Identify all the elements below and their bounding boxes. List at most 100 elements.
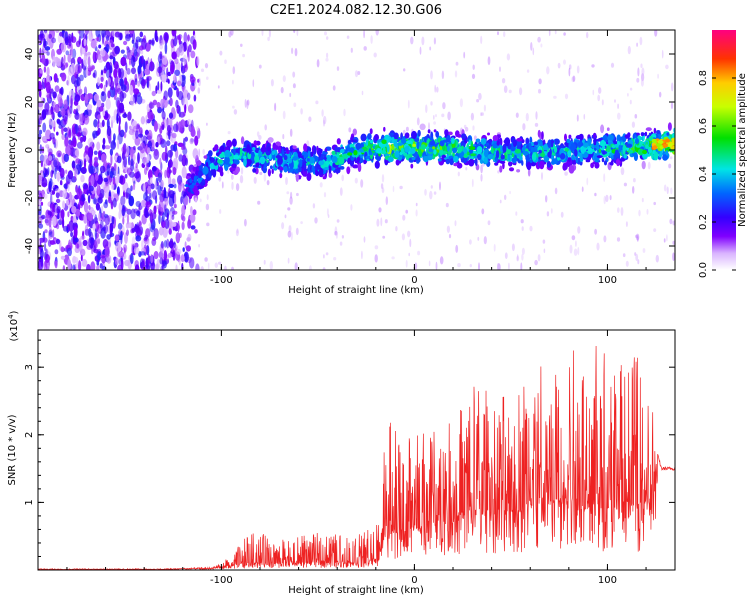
noise-cell: [55, 191, 60, 199]
ridge-cell: [318, 160, 325, 166]
noise-cell: [133, 88, 140, 95]
noise-cell: [107, 77, 111, 87]
ridge-cell: [295, 173, 299, 182]
noise-cell: [133, 49, 138, 57]
noise-cell: [146, 238, 150, 246]
noise-cell: [324, 31, 327, 36]
noise-cell: [127, 111, 132, 121]
noise-cell: [520, 219, 524, 224]
noise-cell: [294, 48, 298, 57]
noise-cell: [374, 245, 379, 250]
noise-cell: [553, 95, 557, 99]
noise-cell: [672, 252, 675, 261]
ridge-cell: [644, 131, 648, 137]
noise-cell: [497, 263, 501, 270]
noise-cell: [376, 218, 380, 227]
ridge-cell: [306, 172, 312, 181]
noise-cell: [521, 226, 524, 231]
noise-cell: [410, 36, 414, 45]
ridge-cell: [651, 138, 657, 143]
noise-cell: [39, 69, 43, 74]
noise-cell: [137, 152, 140, 164]
noise-cell: [64, 116, 68, 125]
ridge-cell: [233, 154, 240, 160]
noise-cell: [594, 228, 597, 235]
noise-cell: [181, 204, 186, 217]
noise-cell: [499, 199, 502, 204]
noise-cell: [258, 135, 262, 140]
noise-cell: [550, 208, 553, 214]
noise-cell: [179, 232, 182, 238]
noise-cell: [67, 53, 72, 63]
ridge-cell: [393, 139, 398, 148]
ridge-cell: [502, 143, 507, 153]
noise-cell: [399, 185, 403, 190]
ridge-cell: [215, 152, 220, 157]
noise-cell: [415, 202, 418, 207]
noise-cell: [69, 143, 74, 150]
noise-cell: [433, 115, 435, 120]
spectrogram-marks: [38, 30, 675, 270]
noise-cell: [70, 231, 74, 238]
noise-cell: [55, 188, 61, 194]
noise-cell: [380, 183, 384, 190]
noise-cell: [166, 190, 169, 198]
noise-cell: [49, 177, 53, 188]
noise-cell: [104, 246, 110, 258]
noise-cell: [115, 257, 119, 266]
ridge-cell: [318, 150, 321, 158]
noise-cell: [261, 30, 264, 36]
noise-cell: [71, 74, 76, 85]
noise-cell: [361, 250, 363, 260]
ridge-cell: [567, 156, 572, 162]
noise-cell: [469, 239, 472, 245]
noise-cell: [41, 177, 48, 188]
ridge-cell: [570, 143, 577, 152]
colorbar-label: Normalized spectral amplitude: [737, 73, 748, 227]
noise-cell: [232, 105, 235, 109]
noise-cell: [391, 256, 395, 260]
noise-cell: [232, 79, 234, 85]
noise-cell: [99, 165, 106, 174]
ridge-cell: [367, 133, 372, 140]
noise-cell: [98, 44, 102, 49]
noise-cell: [334, 226, 338, 235]
noise-cell: [171, 214, 175, 220]
noise-cell: [189, 257, 195, 269]
noise-cell: [93, 217, 99, 224]
noise-cell: [116, 105, 122, 117]
ridge-cell: [469, 146, 476, 151]
noise-cell: [586, 31, 589, 39]
noise-cell: [131, 67, 136, 75]
noise-cell: [629, 87, 633, 91]
ridge-cell: [537, 129, 541, 138]
noise-cell: [646, 208, 649, 215]
noise-cell: [145, 187, 148, 197]
noise-cell: [293, 102, 297, 108]
noise-cell: [47, 210, 52, 215]
ridge-cell: [352, 139, 358, 143]
noise-cell: [139, 251, 146, 256]
noise-cell: [168, 159, 173, 168]
noise-cell: [52, 229, 55, 239]
ridge-cell: [189, 179, 192, 184]
noise-cell: [121, 204, 126, 217]
noise-cell: [360, 179, 364, 188]
noise-cell: [87, 137, 93, 147]
noise-cell: [159, 43, 164, 50]
ridge-cell: [226, 139, 233, 149]
noise-cell: [175, 99, 179, 109]
noise-cell: [44, 215, 51, 226]
ridge-cell: [353, 150, 358, 156]
ridge-cell: [610, 160, 614, 166]
noise-cell: [84, 93, 89, 104]
ridge-cell: [323, 156, 327, 160]
noise-cell: [160, 81, 163, 92]
ridge-cell: [468, 158, 475, 167]
ridge-cell: [381, 139, 387, 145]
noise-cell: [671, 82, 674, 92]
noise-cell: [454, 70, 458, 78]
noise-cell: [647, 161, 651, 170]
ridge-cell: [322, 176, 327, 180]
ridge-cell: [278, 145, 281, 154]
